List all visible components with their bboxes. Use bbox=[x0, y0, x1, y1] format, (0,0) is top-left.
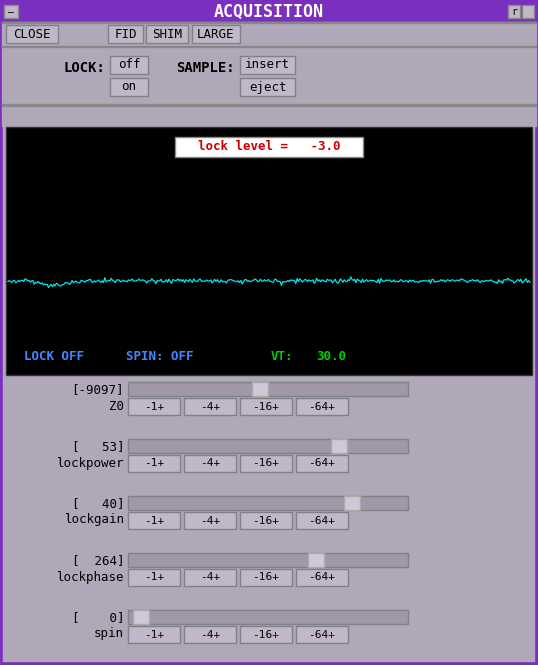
Text: [   53]: [ 53] bbox=[72, 440, 124, 454]
Bar bbox=[296, 626, 348, 643]
Bar bbox=[192, 25, 240, 43]
Bar bbox=[2, 46, 536, 47]
Text: -1+: -1+ bbox=[144, 573, 164, 583]
Bar bbox=[2, 22, 536, 46]
Bar bbox=[240, 569, 292, 586]
Bar bbox=[240, 512, 292, 529]
Bar bbox=[308, 553, 323, 567]
Text: FID: FID bbox=[114, 27, 137, 41]
Text: -4+: -4+ bbox=[200, 515, 220, 525]
Bar bbox=[2, 2, 536, 22]
Text: lockgain: lockgain bbox=[64, 513, 124, 527]
Text: -4+: -4+ bbox=[200, 630, 220, 640]
Bar bbox=[2, 46, 536, 126]
Text: lockpower: lockpower bbox=[56, 456, 124, 469]
Bar bbox=[184, 455, 236, 472]
Text: LOCK:: LOCK: bbox=[63, 61, 105, 75]
Bar bbox=[133, 610, 149, 624]
Text: -4+: -4+ bbox=[200, 402, 220, 412]
Text: -64+: -64+ bbox=[308, 573, 336, 583]
Bar bbox=[2, 104, 536, 106]
Bar bbox=[344, 496, 360, 510]
Bar bbox=[508, 5, 520, 18]
Text: 30.0: 30.0 bbox=[316, 350, 346, 364]
Text: SHIM: SHIM bbox=[152, 27, 182, 41]
Bar bbox=[175, 137, 363, 157]
Text: -1+: -1+ bbox=[144, 458, 164, 469]
Bar bbox=[128, 553, 408, 567]
Bar bbox=[128, 512, 180, 529]
Bar bbox=[296, 569, 348, 586]
Bar bbox=[240, 455, 292, 472]
Text: VT:: VT: bbox=[271, 350, 294, 364]
Bar bbox=[252, 382, 268, 396]
Bar bbox=[128, 455, 180, 472]
Bar bbox=[128, 439, 408, 453]
Text: —: — bbox=[8, 7, 14, 17]
Text: lock level =   -3.0: lock level = -3.0 bbox=[198, 140, 340, 154]
Text: eject: eject bbox=[249, 80, 286, 94]
Bar bbox=[240, 626, 292, 643]
Text: ACQUISITION: ACQUISITION bbox=[214, 3, 324, 21]
Text: r: r bbox=[511, 7, 517, 17]
Text: -4+: -4+ bbox=[200, 458, 220, 469]
Bar bbox=[240, 78, 295, 96]
Text: -64+: -64+ bbox=[308, 402, 336, 412]
Bar bbox=[296, 398, 348, 415]
Bar bbox=[128, 610, 408, 624]
Bar bbox=[184, 512, 236, 529]
Bar bbox=[110, 56, 148, 74]
Bar bbox=[146, 25, 188, 43]
Text: SAMPLE:: SAMPLE: bbox=[176, 61, 235, 75]
Text: insert: insert bbox=[245, 59, 290, 72]
Text: -16+: -16+ bbox=[252, 515, 280, 525]
Text: -1+: -1+ bbox=[144, 402, 164, 412]
Text: -16+: -16+ bbox=[252, 402, 280, 412]
Bar bbox=[110, 78, 148, 96]
Bar bbox=[184, 569, 236, 586]
Text: SPIN: OFF: SPIN: OFF bbox=[126, 350, 194, 364]
Text: -16+: -16+ bbox=[252, 573, 280, 583]
Text: -64+: -64+ bbox=[308, 630, 336, 640]
Bar bbox=[128, 398, 180, 415]
Bar bbox=[184, 626, 236, 643]
Bar bbox=[522, 5, 534, 18]
Text: CLOSE: CLOSE bbox=[13, 27, 51, 41]
Text: off: off bbox=[118, 59, 140, 72]
Bar bbox=[128, 382, 408, 396]
Bar bbox=[6, 25, 58, 43]
Bar bbox=[128, 569, 180, 586]
Text: LOCK OFF: LOCK OFF bbox=[24, 350, 84, 364]
Text: [   40]: [ 40] bbox=[72, 497, 124, 511]
Bar bbox=[128, 626, 180, 643]
Text: on: on bbox=[122, 80, 137, 94]
Text: [  264]: [ 264] bbox=[72, 555, 124, 567]
Text: Z0: Z0 bbox=[109, 400, 124, 412]
Bar bbox=[240, 398, 292, 415]
Text: -64+: -64+ bbox=[308, 458, 336, 469]
Bar bbox=[4, 5, 18, 18]
Bar bbox=[296, 512, 348, 529]
Text: -4+: -4+ bbox=[200, 573, 220, 583]
Bar bbox=[128, 496, 408, 510]
Text: lockphase: lockphase bbox=[56, 571, 124, 583]
Bar bbox=[331, 439, 348, 453]
Text: -1+: -1+ bbox=[144, 630, 164, 640]
Bar bbox=[184, 398, 236, 415]
Bar bbox=[108, 25, 143, 43]
Text: -1+: -1+ bbox=[144, 515, 164, 525]
Bar bbox=[240, 56, 295, 74]
Text: spin: spin bbox=[94, 628, 124, 640]
Text: -64+: -64+ bbox=[308, 515, 336, 525]
Bar bbox=[296, 455, 348, 472]
Text: [-9097]: [-9097] bbox=[72, 384, 124, 396]
Text: -16+: -16+ bbox=[252, 630, 280, 640]
Text: -16+: -16+ bbox=[252, 458, 280, 469]
Text: LARGE: LARGE bbox=[197, 27, 235, 41]
Bar bbox=[2, 22, 536, 23]
Bar bbox=[6, 127, 532, 375]
Text: [    0]: [ 0] bbox=[72, 612, 124, 624]
